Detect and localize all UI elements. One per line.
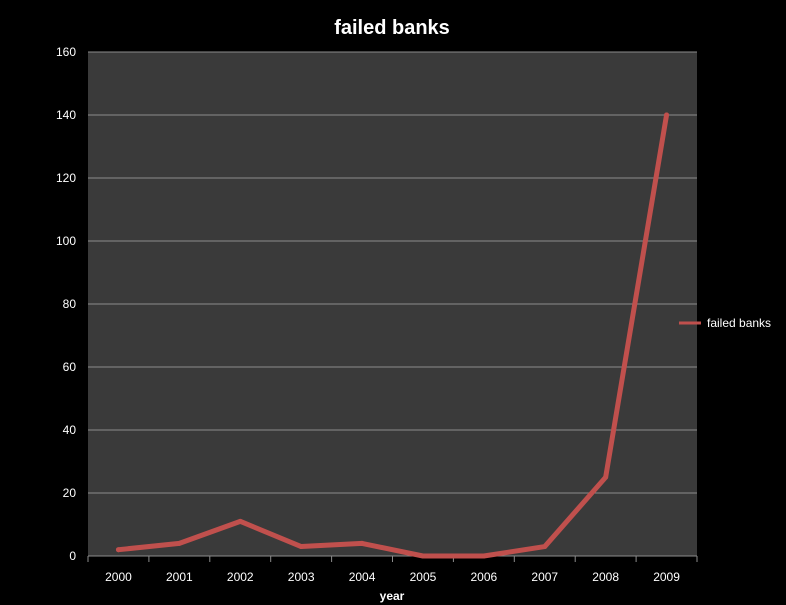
y-tick-label: 60 — [63, 360, 77, 374]
series-line — [115, 112, 670, 559]
x-axis-ticks — [87, 556, 698, 562]
data-point — [359, 540, 365, 546]
x-tick-label: 2009 — [653, 570, 680, 584]
y-tick-label: 160 — [56, 45, 76, 59]
y-axis-labels: 0 20 40 60 80 100 120 140 160 — [56, 45, 76, 563]
y-tick-label: 100 — [56, 234, 76, 248]
data-point — [542, 544, 548, 550]
data-point — [298, 544, 304, 550]
data-point — [176, 540, 182, 546]
y-tick-label: 140 — [56, 108, 76, 122]
data-point — [237, 518, 243, 524]
x-axis-labels: 2000 2001 2002 2003 2004 2005 2006 2007 2008 2009 — [105, 570, 680, 584]
x-tick-label: 2003 — [288, 570, 315, 584]
y-tick-label: 0 — [69, 549, 76, 563]
data-point — [603, 474, 609, 480]
chart-title: failed banks — [334, 17, 450, 39]
data-point — [664, 112, 670, 118]
data-point — [115, 547, 121, 553]
x-axis-title: year — [380, 589, 405, 603]
series-layer — [115, 112, 670, 559]
x-tick-label: 2006 — [470, 570, 497, 584]
y-tick-label: 40 — [63, 423, 77, 437]
x-tick-label: 2004 — [349, 570, 376, 584]
x-tick-label: 2002 — [227, 570, 254, 584]
x-tick-label: 2005 — [410, 570, 437, 584]
x-tick-label: 2000 — [105, 570, 132, 584]
data-point — [420, 553, 426, 559]
y-tick-label: 80 — [63, 297, 77, 311]
x-tick-label: 2007 — [531, 570, 558, 584]
x-tick-label: 2001 — [166, 570, 193, 584]
gridlines — [88, 51, 697, 494]
legend-label: failed banks — [707, 316, 771, 330]
data-point — [481, 553, 487, 559]
legend: failed banks — [679, 316, 771, 330]
y-tick-label: 20 — [63, 486, 77, 500]
y-tick-label: 120 — [56, 171, 76, 185]
x-tick-label: 2008 — [592, 570, 619, 584]
